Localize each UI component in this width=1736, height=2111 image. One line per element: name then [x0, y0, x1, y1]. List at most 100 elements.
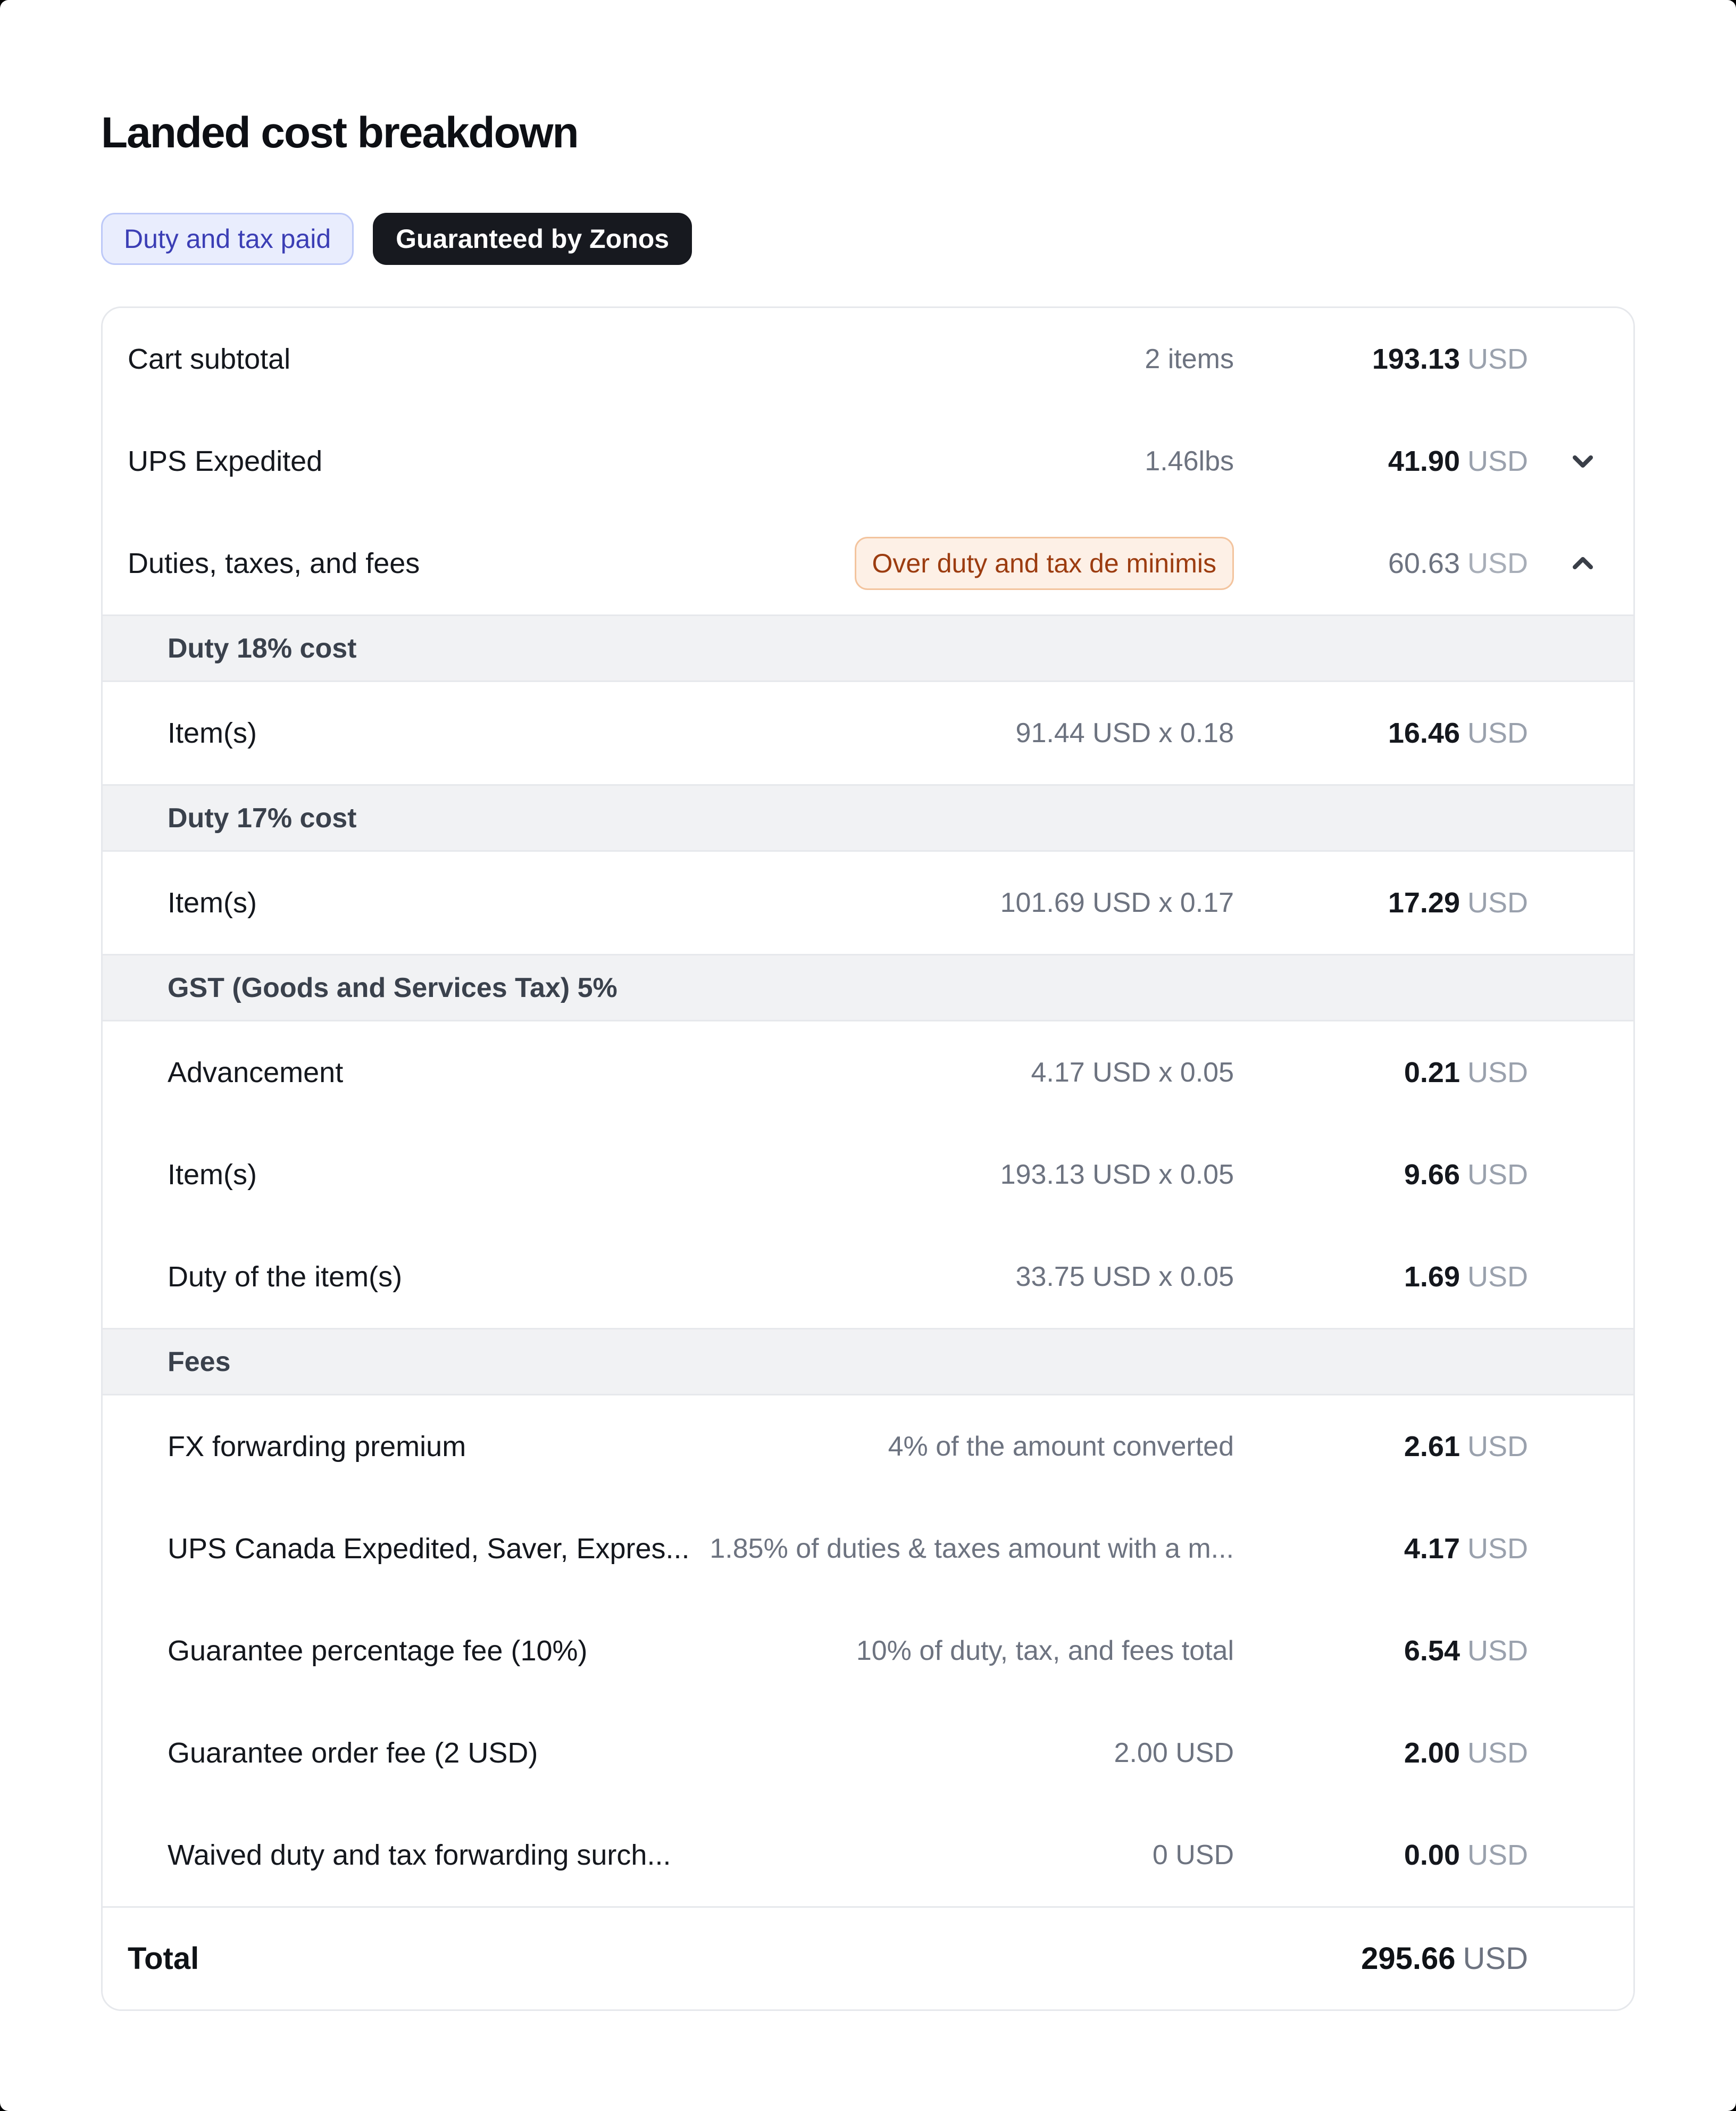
section-header-label: Duty 17% cost [168, 802, 357, 834]
row-label: Duties, taxes, and fees [128, 547, 420, 579]
row-amount: 1.69 [1404, 1261, 1460, 1293]
row-label: Item(s) [168, 1159, 257, 1191]
badge-row: Duty and tax paid Guaranteed by Zonos [101, 213, 1635, 265]
row-label: Duty of the item(s) [168, 1261, 403, 1293]
row-value: 193.13 USD [1234, 343, 1528, 376]
page-title: Landed cost breakdown [101, 109, 579, 157]
row-currency: USD [1467, 1737, 1528, 1769]
row-value: 60.63 USD [1234, 547, 1528, 580]
row-value: 0.00 USD [1234, 1839, 1528, 1872]
row-currency: USD [1467, 1261, 1528, 1293]
row-detail: 101.69 USD x 0.17 [1000, 887, 1234, 918]
breakdown-rows: Cart subtotal 2 items 193.13 USD UPS Expe… [103, 308, 1633, 1906]
table-row: Item(s) 193.13 USD x 0.05 9.66 USD [103, 1124, 1633, 1226]
table-row: Waived duty and tax forwarding surch... … [103, 1804, 1633, 1906]
table-row[interactable]: UPS Expedited 1.46lbs 41.90 USD [103, 410, 1633, 512]
row-detail: 193.13 USD x 0.05 [1000, 1159, 1234, 1190]
row-label: Guarantee order fee (2 USD) [168, 1737, 538, 1769]
row-value: 1.69 USD [1234, 1260, 1528, 1293]
guaranteed-by-zonos-badge: Guaranteed by Zonos [373, 213, 692, 265]
row-currency: USD [1467, 1533, 1528, 1565]
duty-and-tax-paid-badge: Duty and tax paid [101, 213, 354, 265]
section-header-row: Duty 18% cost [103, 614, 1633, 682]
table-row: FX forwarding premium 4% of the amount c… [103, 1395, 1633, 1498]
row-detail: 91.44 USD x 0.18 [1015, 718, 1234, 749]
total-amount: 295.66 [1361, 1941, 1456, 1976]
section-header-row: GST (Goods and Services Tax) 5% [103, 954, 1633, 1021]
row-detail: 1.46lbs [1145, 446, 1234, 477]
row-amount: 9.66 [1404, 1159, 1460, 1191]
row-label: UPS Canada Expedited, Saver, Expres... [168, 1533, 690, 1565]
table-row[interactable]: Duties, taxes, and fees Over duty and ta… [103, 512, 1633, 614]
row-label: Advancement [168, 1057, 344, 1088]
section-header-label: GST (Goods and Services Tax) 5% [168, 972, 617, 1003]
table-row: Guarantee order fee (2 USD) 2.00 USD 2.0… [103, 1702, 1633, 1804]
row-label: Item(s) [168, 887, 257, 919]
row-label: FX forwarding premium [168, 1431, 466, 1462]
chevron-up-icon[interactable] [1571, 556, 1595, 571]
row-detail: 10% of duty, tax, and fees total [856, 1635, 1234, 1666]
row-label: Cart subtotal [128, 343, 291, 375]
chevron-down-icon[interactable] [1571, 454, 1595, 469]
row-value: 16.46 USD [1234, 717, 1528, 750]
table-row: Guarantee percentage fee (10%) 10% of du… [103, 1600, 1633, 1702]
total-value: 295.66 USD [1234, 1941, 1528, 1976]
row-amount: 6.54 [1404, 1635, 1460, 1667]
table-row: Item(s) 91.44 USD x 0.18 16.46 USD [103, 682, 1633, 784]
row-amount: 16.46 [1388, 717, 1460, 749]
row-value: 0.21 USD [1234, 1056, 1528, 1089]
row-value: 2.00 USD [1234, 1736, 1528, 1769]
section-header-label: Fees [168, 1346, 231, 1377]
total-row: Total 295.66 USD [103, 1906, 1633, 2009]
total-currency: USD [1463, 1941, 1528, 1976]
row-amount: 2.00 [1404, 1737, 1460, 1769]
row-value: 17.29 USD [1234, 886, 1528, 919]
row-detail: 4.17 USD x 0.05 [1031, 1057, 1234, 1088]
table-row: Duty of the item(s) 33.75 USD x 0.05 1.6… [103, 1226, 1633, 1328]
breakdown-card: Cart subtotal 2 items 193.13 USD UPS Expe… [101, 306, 1635, 2011]
row-value: 2.61 USD [1234, 1430, 1528, 1463]
row-label: Guarantee percentage fee (10%) [168, 1635, 588, 1667]
row-amount: 60.63 [1388, 547, 1460, 579]
section-header-label: Duty 18% cost [168, 633, 357, 664]
row-value: 4.17 USD [1234, 1532, 1528, 1565]
section-header-row: Fees [103, 1328, 1633, 1395]
row-currency: USD [1467, 343, 1528, 375]
row-amount: 2.61 [1404, 1431, 1460, 1462]
row-value: 41.90 USD [1234, 445, 1528, 478]
row-detail: 4% of the amount converted [888, 1431, 1234, 1462]
table-row: Item(s) 101.69 USD x 0.17 17.29 USD [103, 852, 1633, 954]
row-currency: USD [1467, 1431, 1528, 1462]
row-currency: USD [1467, 717, 1528, 749]
row-detail: 2 items [1145, 344, 1234, 375]
row-currency: USD [1467, 1839, 1528, 1871]
row-amount: 4.17 [1404, 1533, 1460, 1565]
row-detail: 0 USD [1152, 1840, 1234, 1871]
row-amount: 193.13 [1372, 343, 1460, 375]
row-currency: USD [1467, 1635, 1528, 1667]
row-value: 6.54 USD [1234, 1634, 1528, 1667]
row-label: Item(s) [168, 717, 257, 749]
row-label: Waived duty and tax forwarding surch... [168, 1839, 671, 1871]
section-header-row: Duty 17% cost [103, 784, 1633, 852]
table-row: Advancement 4.17 USD x 0.05 0.21 USD [103, 1021, 1633, 1124]
total-label: Total [128, 1941, 199, 1976]
row-currency: USD [1467, 547, 1528, 579]
over-de-minimis-badge: Over duty and tax de minimis [854, 537, 1234, 590]
row-amount: 0.21 [1404, 1057, 1460, 1088]
row-currency: USD [1467, 1057, 1528, 1088]
row-currency: USD [1467, 887, 1528, 919]
row-currency: USD [1467, 445, 1528, 477]
table-row: UPS Canada Expedited, Saver, Expres... 1… [103, 1498, 1633, 1600]
row-amount: 0.00 [1404, 1839, 1460, 1871]
row-amount: 41.90 [1388, 445, 1460, 477]
row-value: 9.66 USD [1234, 1158, 1528, 1191]
table-row: Cart subtotal 2 items 193.13 USD [103, 308, 1633, 410]
row-detail: 33.75 USD x 0.05 [1015, 1261, 1234, 1292]
row-detail: 1.85% of duties & taxes amount with a m.… [710, 1533, 1234, 1564]
row-detail: 2.00 USD [1114, 1738, 1234, 1768]
row-label: UPS Expedited [128, 445, 323, 477]
row-amount: 17.29 [1388, 887, 1460, 919]
row-currency: USD [1467, 1159, 1528, 1191]
